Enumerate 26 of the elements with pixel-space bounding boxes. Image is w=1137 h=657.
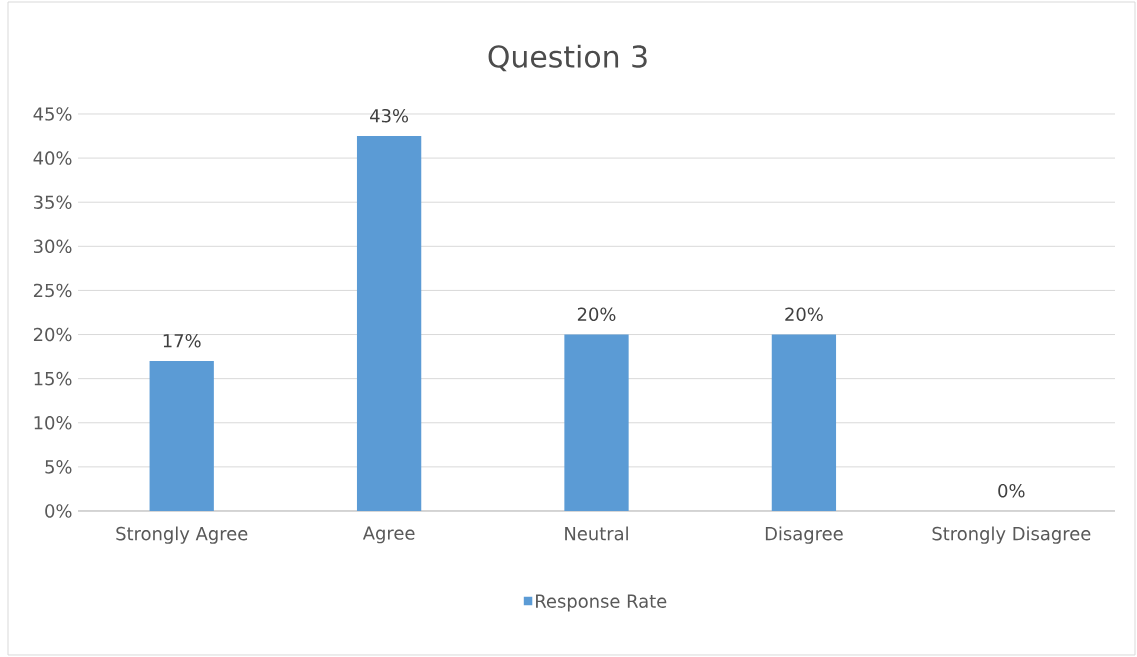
y-tick-label: 0% — [45, 504, 72, 518]
x-tick-label: Disagree — [765, 526, 843, 544]
bar — [356, 136, 422, 511]
legend-label: Response Rate — [536, 594, 667, 612]
data-label: 20% — [577, 307, 616, 322]
x-tick-label: Strongly Agree — [116, 526, 248, 544]
data-label: 20% — [785, 307, 823, 322]
chart-title: Question 3 — [488, 44, 647, 72]
y-tick-label: 20% — [33, 327, 72, 342]
y-tick-label: 35% — [33, 195, 72, 209]
y-tick-label: 5% — [45, 460, 72, 474]
x-tick-label: Strongly Disagree — [932, 526, 1091, 544]
y-tick-label: 15% — [34, 371, 72, 386]
y-tick-label: 25% — [33, 283, 72, 298]
y-tick-label: 45% — [33, 107, 72, 121]
data-label: 43% — [370, 108, 409, 123]
data-label: 17% — [163, 333, 201, 348]
x-tick-label: Neutral — [565, 526, 628, 541]
bar — [564, 334, 629, 511]
bar — [771, 334, 837, 511]
data-label: 0% — [998, 483, 1025, 498]
y-tick-label: 40% — [33, 151, 72, 165]
x-tick-label: Agree — [362, 526, 415, 544]
bar — [149, 361, 214, 511]
y-tick-label: 10% — [34, 415, 72, 430]
y-tick-label: 30% — [33, 239, 72, 254]
